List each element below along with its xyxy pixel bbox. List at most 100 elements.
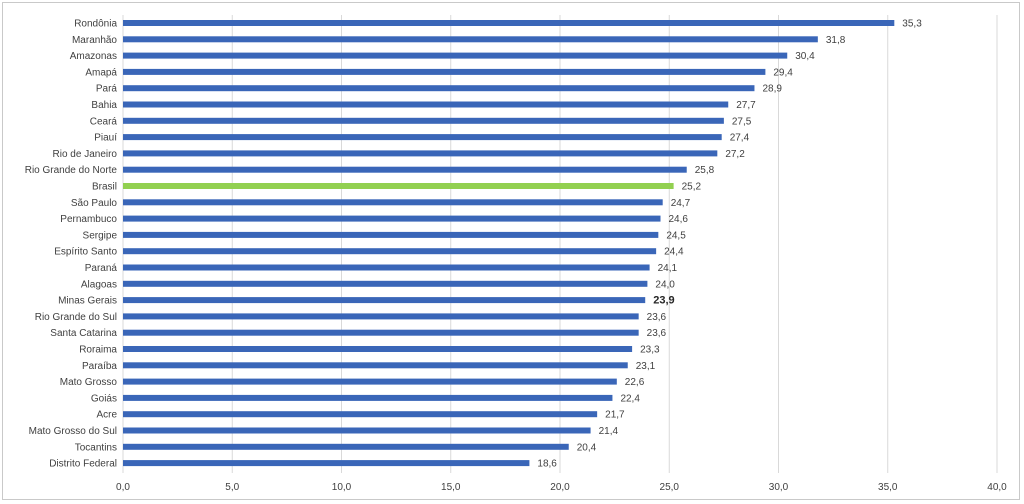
category-label-sao-paulo: São Paulo bbox=[71, 198, 118, 209]
value-label-roraima: 23,3 bbox=[640, 345, 660, 356]
category-label-alagoas: Alagoas bbox=[81, 279, 117, 290]
x-tick-label-6: 30,0 bbox=[769, 482, 789, 493]
value-label-rondonia: 35,3 bbox=[902, 19, 922, 30]
x-axis-ticks: 0,0 5,0 10,0 15,0 20,0 25,0 30,0 35,0 40,0 bbox=[116, 482, 1007, 493]
category-label-acre: Acre bbox=[96, 410, 117, 421]
value-label-goias: 22,4 bbox=[620, 393, 640, 404]
x-tick-label-1: 5,0 bbox=[225, 482, 239, 493]
bar-parana bbox=[123, 264, 650, 271]
category-label-roraima: Roraima bbox=[79, 345, 117, 356]
category-label-ceara: Ceará bbox=[90, 116, 118, 127]
category-label-rio-grande-do-norte: Rio Grande do Norte bbox=[25, 165, 118, 176]
category-label-rio-de-janeiro: Rio de Janeiro bbox=[53, 149, 118, 160]
bar-acre bbox=[123, 411, 598, 418]
value-label-piaui: 27,4 bbox=[730, 133, 750, 144]
bar-brasil bbox=[123, 183, 674, 189]
value-label-distrito-federal: 18,6 bbox=[537, 459, 557, 470]
category-label-amapa: Amapá bbox=[85, 67, 117, 78]
bar-sao-paulo bbox=[123, 199, 663, 206]
bar-layer bbox=[123, 20, 895, 467]
value-label-amapa: 29,4 bbox=[773, 67, 793, 78]
category-label-rio-grande-do-sul: Rio Grande do Sul bbox=[35, 312, 117, 323]
bar-minas-gerais bbox=[123, 297, 646, 304]
category-label-minas-gerais: Minas Gerais bbox=[58, 296, 117, 307]
value-label-sao-paulo: 24,7 bbox=[671, 198, 691, 209]
bar-para bbox=[123, 85, 755, 92]
x-tick-label-5: 25,0 bbox=[660, 482, 680, 493]
value-label-minas-gerais: 23,9 bbox=[653, 295, 674, 307]
value-label-pernambuco: 24,6 bbox=[669, 214, 689, 225]
category-label-espirito-santo: Espírito Santo bbox=[54, 247, 117, 258]
category-label-brasil: Brasil bbox=[92, 182, 117, 193]
grid-layer bbox=[122, 15, 998, 473]
bar-alagoas bbox=[123, 280, 648, 287]
category-label-rondonia: Rondônia bbox=[74, 19, 117, 30]
bar-rio-de-janeiro bbox=[123, 150, 718, 157]
value-label-mato-grosso-do-sul: 21,4 bbox=[599, 426, 619, 437]
category-label-tocantins: Tocantins bbox=[75, 442, 117, 453]
category-label-mato-grosso: Mato Grosso bbox=[60, 377, 118, 388]
bar-espirito-santo bbox=[123, 248, 657, 255]
category-labels: Rondônia Maranhão Amazonas Amapá Pará Bahia Ce… bbox=[25, 19, 118, 470]
category-label-amazonas: Amazonas bbox=[70, 51, 117, 62]
category-label-mato-grosso-do-sul: Mato Grosso do Sul bbox=[29, 426, 117, 437]
x-tick-label-8: 40,0 bbox=[987, 482, 1007, 493]
category-label-piaui: Piauí bbox=[94, 133, 117, 144]
bar-distrito-federal bbox=[123, 460, 530, 467]
category-label-santa-catarina: Santa Catarina bbox=[50, 328, 117, 339]
x-tick-label-7: 35,0 bbox=[878, 482, 898, 493]
category-label-parana: Paraná bbox=[85, 263, 118, 274]
value-label-paraiba: 23,1 bbox=[636, 361, 656, 372]
x-tick-label-4: 20,0 bbox=[550, 482, 570, 493]
bar-paraiba bbox=[123, 362, 628, 369]
value-label-sergipe: 24,5 bbox=[666, 230, 686, 241]
bar-rondonia bbox=[123, 20, 895, 26]
value-label-rio-de-janeiro: 27,2 bbox=[725, 149, 745, 160]
category-label-maranhao: Maranhão bbox=[72, 35, 117, 46]
category-label-pernambuco: Pernambuco bbox=[60, 214, 117, 225]
value-label-santa-catarina: 23,6 bbox=[647, 328, 667, 339]
x-tick-label-3: 15,0 bbox=[441, 482, 461, 493]
bar-mato-grosso-do-sul bbox=[123, 427, 591, 434]
value-labels: 35,3 31,8 30,429,4 28,9 27,7 27,5 27,4 27,2 25,8… bbox=[537, 19, 922, 470]
bar-sergipe bbox=[123, 231, 659, 238]
value-label-amazonas: 30,4 bbox=[795, 51, 815, 62]
value-label-acre: 21,7 bbox=[605, 410, 625, 421]
bar-chart: Rondônia Maranhão Amazonas Amapá Pará Bahia Ce… bbox=[25, 15, 1007, 493]
bar-amazonas bbox=[123, 52, 788, 59]
bar-amapa bbox=[123, 68, 766, 75]
bar-roraima bbox=[123, 346, 633, 352]
value-label-rio-grande-do-norte: 25,8 bbox=[695, 165, 715, 176]
value-label-maranhao: 31,8 bbox=[826, 35, 846, 46]
category-label-sergipe: Sergipe bbox=[83, 230, 118, 241]
value-label-rio-grande-do-sul: 23,6 bbox=[647, 312, 667, 323]
bar-ceara bbox=[123, 117, 724, 124]
bar-goias bbox=[123, 394, 613, 401]
bar-bahia bbox=[123, 101, 729, 108]
category-label-goias: Goiás bbox=[91, 393, 117, 404]
bar-rio-grande-do-sul bbox=[123, 313, 639, 320]
bar-rio-grande-do-norte bbox=[123, 166, 687, 173]
bar-mato-grosso bbox=[123, 378, 617, 385]
bar-tocantins bbox=[123, 443, 569, 450]
value-label-mato-grosso: 22,6 bbox=[625, 377, 645, 388]
value-label-brasil: 25,2 bbox=[682, 182, 702, 193]
category-label-bahia: Bahia bbox=[91, 100, 117, 111]
value-label-tocantins: 20,4 bbox=[577, 442, 597, 453]
x-tick-label-0: 0,0 bbox=[116, 482, 130, 493]
value-label-espirito-santo: 24,4 bbox=[664, 247, 684, 258]
value-label-parana: 24,1 bbox=[658, 263, 678, 274]
category-label-distrito-federal: Distrito Federal bbox=[49, 459, 117, 470]
bar-maranhao bbox=[123, 36, 818, 43]
value-label-para: 28,9 bbox=[762, 84, 782, 95]
x-tick-label-2: 10,0 bbox=[332, 482, 352, 493]
bar-piaui bbox=[123, 134, 722, 141]
value-label-bahia: 27,7 bbox=[736, 100, 756, 111]
value-label-alagoas: 24,0 bbox=[655, 279, 675, 290]
bar-santa-catarina bbox=[123, 329, 639, 336]
bar-pernambuco bbox=[123, 215, 661, 222]
category-label-para: Pará bbox=[96, 84, 118, 95]
value-label-ceara: 27,5 bbox=[732, 116, 752, 127]
category-label-paraiba: Paraíba bbox=[82, 361, 117, 372]
